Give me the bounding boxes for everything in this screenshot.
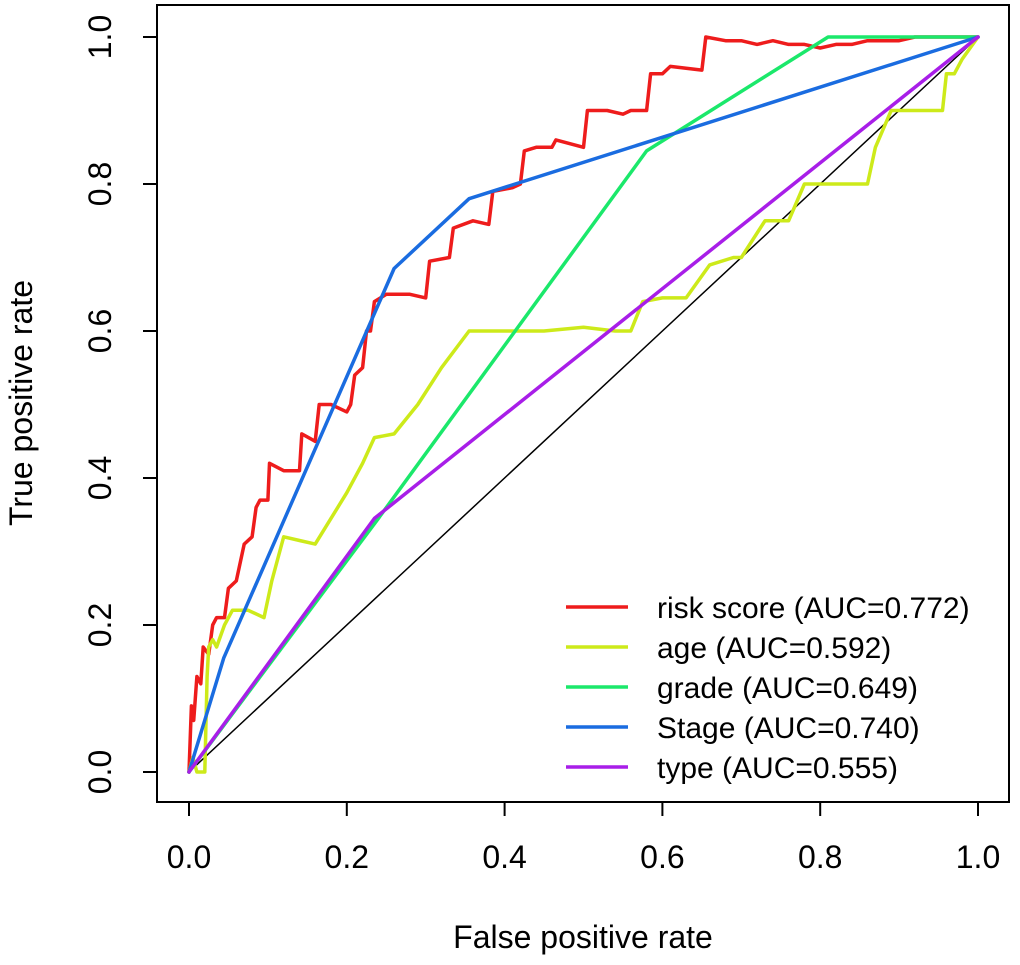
- x-tick-label: 0.8: [798, 839, 842, 875]
- reference-line: [188, 36, 979, 773]
- y-axis-label: True positive rate: [3, 280, 39, 526]
- legend-label: age (AUC=0.592): [657, 632, 891, 665]
- legend-label: type (AUC=0.555): [657, 752, 898, 785]
- series-line-2: [187, 35, 980, 774]
- y-tick-label: 1.0: [82, 15, 118, 59]
- x-tick-label: 0.0: [167, 839, 211, 875]
- legend-label: risk score (AUC=0.772): [657, 592, 970, 625]
- x-tick-label: 0.2: [325, 839, 369, 875]
- series-line-3: [187, 35, 980, 774]
- y-tick-label: 0.2: [82, 603, 118, 647]
- legend-label: Stage (AUC=0.740): [657, 712, 920, 745]
- y-axis: 0.0 0.2 0.4 0.6 0.8 1.0: [82, 15, 158, 794]
- y-tick-label: 0.4: [82, 456, 118, 500]
- x-tick-label: 1.0: [956, 839, 1000, 875]
- legend: risk score (AUC=0.772) age (AUC=0.592) gra…: [566, 592, 970, 785]
- y-tick-label: 0.6: [82, 309, 118, 353]
- x-tick-label: 0.4: [482, 839, 526, 875]
- series-line-0: [187, 35, 980, 774]
- reference-diagonal: [188, 36, 979, 773]
- series-line-4: [187, 35, 980, 774]
- series-group: [187, 35, 980, 774]
- x-tick-label: 0.6: [640, 839, 684, 875]
- legend-label: grade (AUC=0.649): [657, 672, 918, 705]
- x-axis-label: False positive rate: [453, 919, 713, 955]
- y-tick-label: 0.0: [82, 750, 118, 794]
- x-axis: 0.0 0.2 0.4 0.6 0.8 1.0: [167, 801, 1000, 875]
- series-line-1: [187, 35, 980, 774]
- y-tick-label: 0.8: [82, 162, 118, 206]
